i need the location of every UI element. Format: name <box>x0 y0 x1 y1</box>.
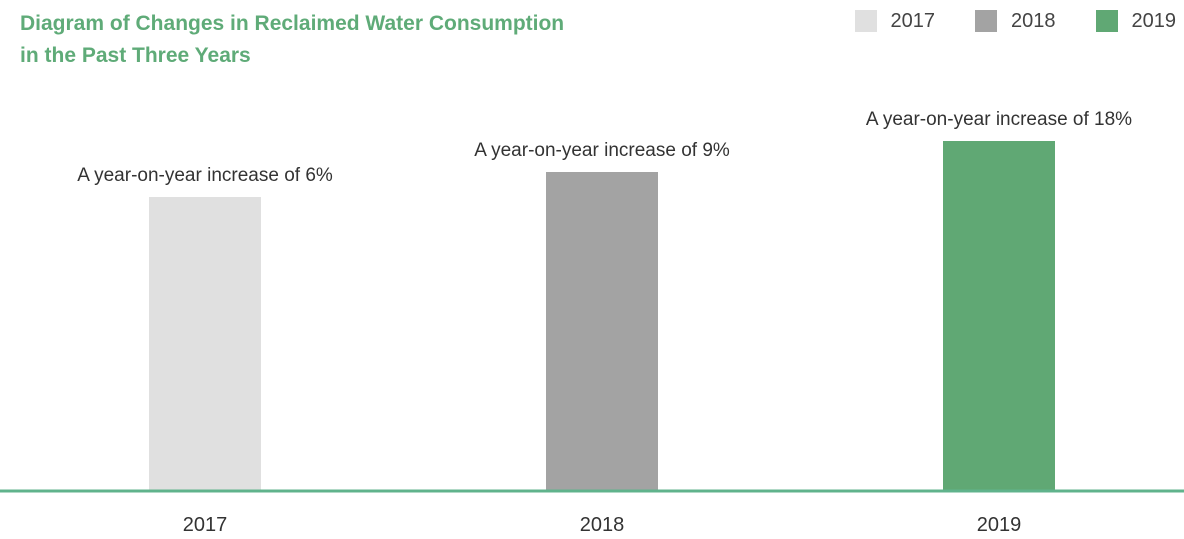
chart-title-line-1: Diagram of Changes in Reclaimed Water Co… <box>20 12 565 35</box>
x-tick-label-2017: 2017 <box>183 514 228 536</box>
bar-2019 <box>943 141 1055 490</box>
legend-swatch-2017 <box>854 10 877 32</box>
bar-label-2017: A year-on-year increase of 6% <box>77 165 333 186</box>
bar-2018 <box>546 172 658 490</box>
x-tick-label-2018: 2018 <box>580 514 625 536</box>
legend-label-2019: 2019 <box>1131 10 1177 32</box>
chart-title-line-2: in the Past Three Years <box>20 44 251 67</box>
chart-legend: 2017 2018 2019 <box>854 9 1177 33</box>
x-tick-label-2019: 2019 <box>977 514 1022 536</box>
legend-swatch-2019 <box>1095 10 1118 32</box>
bar-2017 <box>149 197 261 490</box>
legend-item-2017: 2017 <box>854 9 936 33</box>
bar-label-2019: A year-on-year increase of 18% <box>866 109 1132 130</box>
legend-item-2019: 2019 <box>1095 9 1177 33</box>
legend-item-2018: 2018 <box>975 9 1056 33</box>
legend-label-2017: 2017 <box>890 10 936 32</box>
chart-title: Diagram of Changes in Reclaimed Water Co… <box>20 8 640 72</box>
bar-label-2018: A year-on-year increase of 9% <box>474 140 730 161</box>
legend-label-2018: 2018 <box>1011 10 1056 32</box>
legend-swatch-2018 <box>975 10 997 32</box>
